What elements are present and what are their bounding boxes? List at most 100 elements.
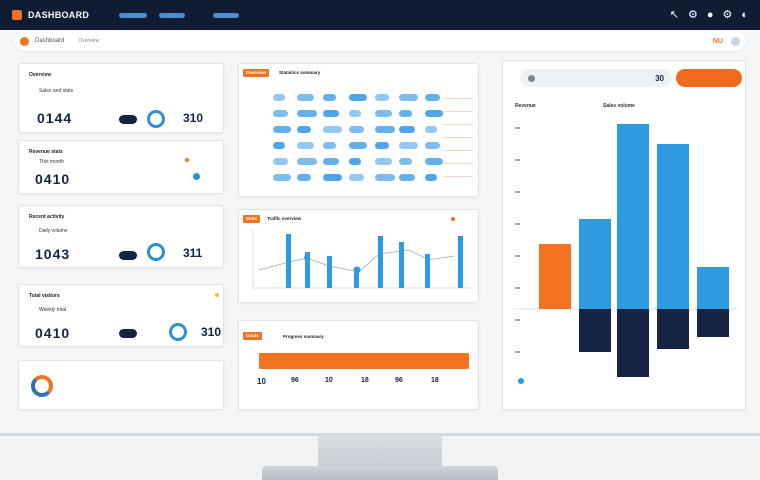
heat-cell (297, 158, 317, 165)
card-title: Total visitors (29, 293, 60, 299)
heat-cell (323, 126, 342, 133)
progress-label: 96 (395, 377, 403, 384)
heat-cell (375, 110, 392, 117)
heat-cell (297, 94, 314, 101)
traffic-panel[interactable]: Stats Traffic overview (238, 209, 479, 303)
card-right-value: 311 (183, 246, 203, 260)
action-button[interactable] (676, 69, 742, 87)
y-tick (515, 255, 520, 257)
nav-item-3[interactable] (213, 12, 240, 18)
mini-point (353, 266, 361, 274)
stat-card-overview[interactable]: Overview Sales and stats 0144 310 (18, 63, 224, 133)
search-icon (528, 74, 535, 82)
nav-item-1[interactable] (119, 12, 148, 18)
heat-cell (425, 142, 440, 149)
bar-chart-panel[interactable]: Revenue Sales volume (502, 60, 746, 410)
logo-icon (12, 10, 22, 20)
heat-cell (323, 158, 339, 165)
status-dot-icon (193, 173, 200, 180)
heat-gridline (443, 111, 473, 112)
marker-icon (185, 158, 189, 162)
bar-negative (617, 309, 649, 377)
heat-cell (273, 158, 288, 165)
toggle-indicator (119, 329, 137, 338)
cursor-icon[interactable]: ↖ (669, 8, 679, 21)
summary-card[interactable] (18, 360, 224, 410)
marker-icon (215, 293, 219, 297)
bar-negative (697, 309, 729, 337)
card-title: Revenue stats (29, 149, 63, 155)
mini-bar (305, 252, 310, 288)
stat-card-revenue[interactable]: Revenue stats This month 0410 (18, 140, 224, 194)
card-value: 0410 (35, 171, 71, 187)
progress-label: 18 (431, 377, 439, 384)
heat-gridline (443, 124, 473, 125)
heat-cell (273, 142, 285, 149)
heat-cell (297, 110, 317, 117)
user-initials[interactable]: NU (712, 37, 723, 45)
notification-icon[interactable]: ◐ (741, 8, 748, 21)
card-subtitle: Sales and stats (39, 88, 74, 94)
mini-bar (327, 256, 332, 288)
heat-cell (273, 126, 291, 133)
heat-gridline (443, 176, 473, 177)
card-value: 0144 (37, 110, 73, 126)
bar-negative (657, 309, 689, 349)
sub-header: Dashboard Overview NU (14, 31, 746, 51)
toggle-indicator (119, 251, 137, 260)
avatar[interactable] (731, 36, 740, 46)
card-subtitle: This month (39, 159, 64, 165)
progress-label: 96 (291, 377, 299, 384)
nav-item-2[interactable] (159, 12, 186, 18)
heat-cell (349, 126, 364, 133)
mini-bar (399, 242, 404, 288)
bar-positive (539, 244, 571, 309)
card-subtitle: Daily volume (39, 228, 68, 234)
progress-panel[interactable]: Goals Progress summary 10 96 10 18 96 18 (238, 320, 479, 410)
user-icon[interactable]: ● (706, 8, 714, 21)
heat-cell (273, 94, 285, 101)
progress-label: 10 (257, 377, 266, 386)
settings-icon[interactable]: ⚙ (722, 8, 733, 21)
donut-chart-icon (31, 375, 53, 397)
heat-cell (399, 94, 418, 101)
card-value: 1043 (35, 246, 71, 262)
heat-panel[interactable]: Overview Statistics summary (238, 63, 479, 197)
card-title: Recent activity (29, 214, 65, 220)
card-title: Overview (29, 72, 52, 78)
heat-cell (375, 94, 389, 101)
heat-cell (425, 94, 440, 101)
bar-positive (579, 219, 611, 309)
gear-icon[interactable]: ⚙ (687, 8, 698, 21)
brand-name: DASHBOARD (28, 10, 90, 20)
home-icon[interactable] (20, 36, 29, 46)
card-right-value: 310 (183, 111, 204, 125)
mini-bar (425, 254, 430, 288)
panel-title: Statistics summary (279, 70, 321, 75)
heat-cell (297, 142, 314, 149)
progress-label: 10 (325, 377, 333, 384)
marker-icon (451, 217, 455, 221)
heat-cell (375, 158, 392, 165)
mini-point (304, 255, 310, 261)
stat-card-visitors[interactable]: Total visitors Weekly total 0410 310 (18, 284, 224, 347)
bar-chart (513, 124, 737, 384)
heat-cell (349, 174, 364, 181)
heat-gridline (443, 98, 473, 99)
y-tick (515, 287, 520, 289)
progress-bar (259, 353, 469, 369)
chart-title-right: Sales volume (603, 103, 635, 109)
heat-cell (349, 94, 367, 101)
mini-bar (458, 236, 463, 288)
traffic-chart (252, 230, 471, 289)
heat-cell (323, 174, 342, 181)
heat-gridline (443, 137, 473, 138)
breadcrumb[interactable]: Overview (78, 38, 100, 44)
monitor-screen: DASHBOARD ↖ ⚙ ● ⚙ ◐ Dashboard Overview N… (0, 0, 760, 436)
progress-ring-icon (169, 323, 187, 341)
heat-cell (349, 142, 367, 149)
stat-card-activity[interactable]: Recent activity Daily volume 1043 311 (18, 205, 224, 268)
search-field[interactable]: 30 (520, 69, 672, 87)
bar-positive (617, 124, 649, 309)
panel-tag: Goals (243, 332, 262, 340)
